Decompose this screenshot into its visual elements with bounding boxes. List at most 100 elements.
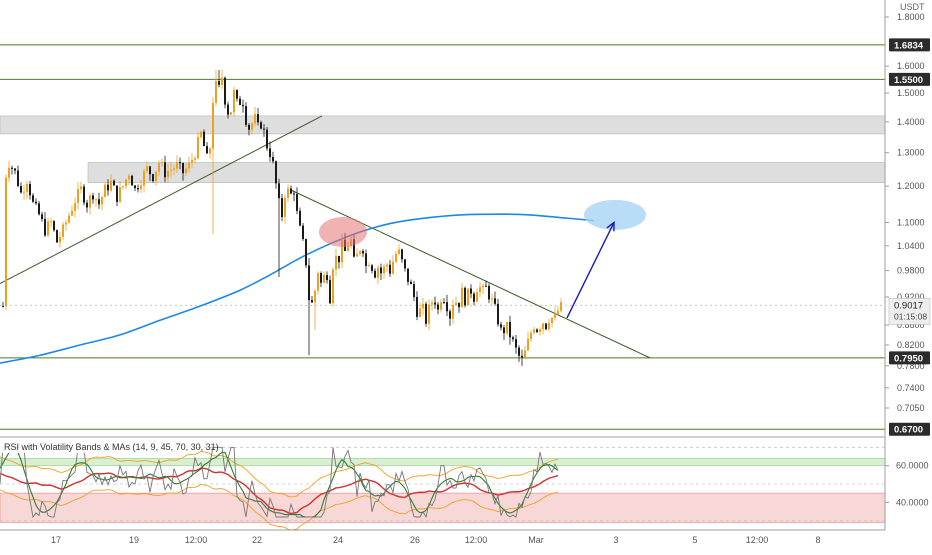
candle	[302, 222, 304, 241]
indicator-title[interactable]: RSI with Volatility Bands & MAs (14, 9, …	[0, 439, 219, 453]
candle	[560, 298, 562, 313]
candle	[470, 284, 472, 299]
level-price-badge: 1.6834	[889, 38, 930, 52]
price-tick-label: 1.3000	[897, 148, 925, 158]
candle-body	[488, 285, 490, 300]
candle	[233, 86, 235, 117]
candle	[326, 271, 328, 284]
candle	[173, 164, 175, 175]
level-price-badge: 0.6700	[889, 422, 930, 436]
candle	[335, 248, 337, 277]
candle	[533, 326, 535, 335]
price-tick-label: 1.4000	[897, 117, 925, 127]
candle	[509, 315, 511, 345]
candle-body	[242, 104, 244, 107]
candle-body	[71, 210, 73, 216]
candle	[35, 198, 37, 206]
candle-body	[176, 162, 178, 169]
candle	[488, 283, 490, 304]
candle-body	[557, 310, 559, 314]
candle-body	[290, 188, 292, 194]
candle-body	[329, 280, 331, 304]
candle-body	[20, 186, 22, 193]
candle	[269, 141, 271, 162]
candle-body	[47, 221, 49, 236]
candle-body	[317, 273, 319, 291]
rsi-lower-band	[0, 483, 559, 531]
candle	[206, 142, 208, 154]
candle-body	[230, 112, 232, 115]
candle	[515, 335, 517, 354]
trendline[interactable]	[0, 115, 323, 285]
candle-body	[554, 313, 556, 318]
candle-body	[479, 287, 481, 293]
rsi-upper-band	[0, 450, 559, 498]
candle	[236, 89, 238, 102]
candle	[140, 179, 142, 193]
candle-body	[272, 157, 274, 162]
candle-body	[188, 162, 190, 169]
candle	[161, 158, 163, 167]
rsi-axis[interactable]: 60.0000 40.0000	[885, 461, 929, 508]
candle-body	[179, 162, 181, 164]
candle	[248, 123, 250, 136]
candle	[152, 173, 154, 183]
candle-body	[284, 197, 286, 217]
candle-body	[164, 162, 166, 178]
candle	[383, 263, 385, 279]
candle	[386, 262, 388, 273]
level-price-label: 0.6700	[894, 425, 923, 436]
candle-body	[398, 249, 400, 254]
candle	[122, 185, 124, 190]
price-tick-label: 1.8000	[897, 12, 925, 22]
candle-body	[323, 275, 325, 283]
candle	[377, 265, 379, 284]
price-tick-label: 1.0400	[897, 241, 925, 251]
candle-body	[191, 159, 193, 163]
candle-body	[497, 303, 499, 325]
horizontal-levels	[0, 44, 885, 430]
candle-body	[221, 77, 223, 85]
candle	[155, 171, 157, 186]
candle-body	[341, 239, 343, 263]
candle-body	[152, 174, 154, 182]
time-tick-label: 19	[129, 535, 139, 545]
candle-body	[98, 199, 100, 205]
time-tick-label: 3	[613, 535, 618, 545]
candle-body	[113, 180, 115, 186]
candle-body	[296, 194, 298, 211]
candle	[374, 268, 376, 279]
candle-body	[200, 131, 202, 138]
candle-body	[362, 251, 364, 254]
candle-body	[353, 239, 355, 257]
candle	[50, 218, 52, 228]
candle-body	[254, 114, 256, 124]
candle	[164, 155, 166, 183]
candle-body	[443, 302, 445, 304]
candle-body	[473, 293, 475, 302]
candle	[41, 211, 43, 222]
candle-body	[116, 185, 118, 202]
candle	[167, 164, 169, 183]
candle-body	[215, 81, 217, 103]
candle-body	[524, 350, 526, 358]
candle-body	[95, 199, 97, 201]
candle-body	[422, 303, 424, 309]
candle	[131, 174, 133, 186]
candle	[284, 194, 286, 224]
candle	[506, 321, 508, 336]
candle-body	[173, 168, 175, 170]
price-axis[interactable]: 1.8000 1.6000 1.5000 1.4000 1.3000 1.2000 1.10…	[885, 12, 931, 436]
candle	[125, 178, 127, 189]
candle-body	[431, 302, 433, 305]
time-axis[interactable]: 17 19 12:00 22 24 26 12:00 Mar 3 5 12:00 8	[51, 535, 821, 545]
candle-body	[143, 171, 145, 186]
trendline[interactable]	[289, 189, 651, 359]
candle	[98, 192, 100, 209]
candle	[53, 220, 55, 232]
candle-body	[299, 210, 301, 226]
candle-body	[509, 321, 511, 338]
